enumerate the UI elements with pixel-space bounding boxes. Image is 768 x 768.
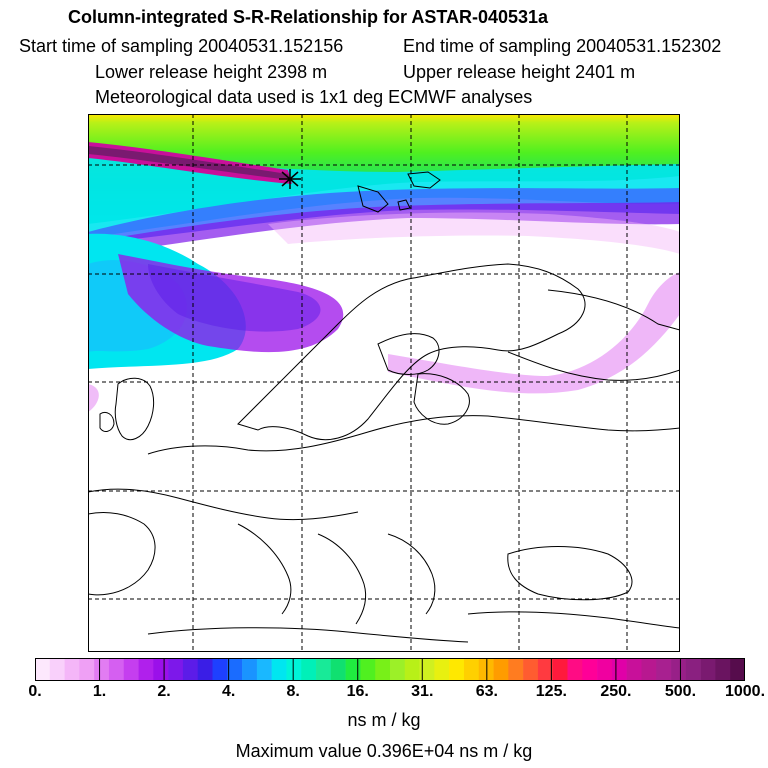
colorbar-cell <box>449 658 465 681</box>
colorbar-cell <box>463 658 480 681</box>
star-marker-icon <box>279 169 301 189</box>
colorbar-cell <box>611 658 627 681</box>
colorbar-tick-label: 1000. <box>724 683 766 700</box>
end-time-label: End time of sampling 20040531.152302 <box>403 36 722 56</box>
plot-title: Column-integrated S-R-Relationship for A… <box>68 7 549 27</box>
colorbar-cell <box>256 658 272 681</box>
graticule <box>88 114 680 652</box>
colorbar-cell <box>153 658 169 681</box>
colorbar-cell <box>197 658 213 681</box>
colorbar-cell <box>345 658 361 681</box>
colorbar-cell <box>286 658 302 681</box>
maximum-value-label: Maximum value 0.396E+04 ns m / kg <box>235 741 533 761</box>
colorbar-cell <box>79 658 95 681</box>
colorbar-cell <box>227 658 243 681</box>
colorbar-cell <box>419 658 435 681</box>
coastlines <box>88 171 680 643</box>
upper-release-label: Upper release height 2401 m <box>403 62 636 82</box>
colorbar-cell <box>567 658 583 681</box>
colorbar-cell <box>212 658 228 681</box>
colorbar-cell <box>508 658 524 681</box>
colorbar-tick-label: 4. <box>221 683 236 700</box>
colorbar-tick-label: 125. <box>535 683 567 700</box>
colorbar-tick-label: 1. <box>92 683 107 700</box>
colorbar-tick-label: 31. <box>411 683 434 700</box>
colorbar-cell <box>123 658 139 681</box>
start-time-label: Start time of sampling 20040531.152156 <box>19 36 344 56</box>
colorbar-cell <box>360 658 376 681</box>
colorbar-cell <box>168 658 184 681</box>
map-frame <box>88 114 680 652</box>
colorbar-cell <box>390 658 406 681</box>
colorbar-cell <box>404 658 420 681</box>
colorbar-cell <box>316 658 332 681</box>
colorbar-cell <box>523 658 539 681</box>
colorbar-cell <box>64 658 80 681</box>
colorbar-cell <box>182 658 199 681</box>
colorbar-cell <box>242 658 258 681</box>
colorbar-cell <box>641 658 657 681</box>
colorbar-cell <box>597 658 613 681</box>
colorbar-cell <box>715 658 731 681</box>
colorbar-cell <box>626 658 642 681</box>
colorbar-cell <box>493 658 509 681</box>
colorbar-tick-label: 8. <box>286 683 300 700</box>
colorbar-cell <box>656 658 672 681</box>
colorbar-cell <box>375 658 391 681</box>
colorbar-cell <box>94 658 110 681</box>
colorbar <box>35 658 745 681</box>
colorbar-cell <box>685 658 701 681</box>
colorbar-tick-label: 500. <box>664 683 697 700</box>
colorbar-cell <box>49 658 65 681</box>
colorbar-cell <box>301 658 317 681</box>
colorbar-tick-label: 63. <box>475 683 498 700</box>
colorbar-units: ns m / kg <box>347 710 421 730</box>
colorbar-cell <box>552 658 568 681</box>
lower-release-label: Lower release height 2398 m <box>95 62 328 82</box>
colorbar-cell <box>582 658 598 681</box>
colorbar-tick-label: 2. <box>157 683 171 700</box>
colorbar-cell <box>138 658 154 681</box>
colorbar-tick-label: 0. <box>28 683 42 700</box>
colorbar-tick-label: 250. <box>600 683 632 700</box>
met-data-label: Meteorological data used is 1x1 deg ECMW… <box>95 87 533 107</box>
sensitivity-map <box>88 114 680 652</box>
colorbar-cell <box>671 658 687 681</box>
colorbar-cell <box>108 658 125 681</box>
colorbar-cell <box>434 658 450 681</box>
colorbar-cell <box>35 658 51 681</box>
colorbar-tick-label: 16. <box>346 683 369 700</box>
colorbar-cell <box>478 658 494 681</box>
colorbar-cell <box>330 658 346 681</box>
colorbar-cell <box>271 658 287 681</box>
colorbar-cell <box>730 658 745 681</box>
colorbar-cell <box>700 658 716 681</box>
sensitivity-field <box>88 114 680 412</box>
colorbar-cell <box>537 658 554 681</box>
